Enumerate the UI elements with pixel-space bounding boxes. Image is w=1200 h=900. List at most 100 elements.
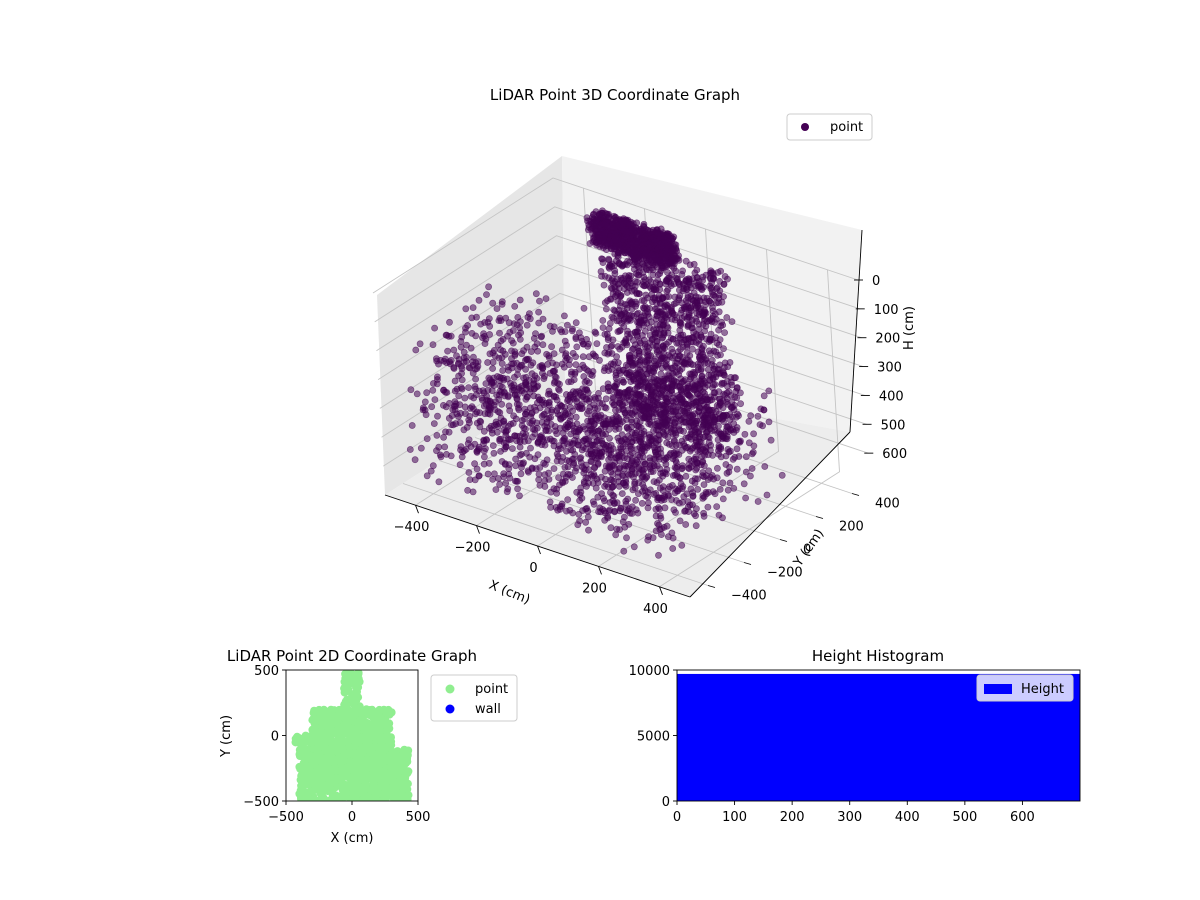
point-2d — [332, 791, 341, 800]
y-tick-label: −400 — [731, 589, 767, 604]
point-3d — [514, 485, 521, 493]
point-2d — [381, 778, 390, 787]
point-3d — [484, 470, 492, 478]
point-3d — [720, 280, 728, 288]
point-3d — [440, 433, 447, 441]
point-3d — [601, 467, 609, 475]
point-3d — [522, 395, 530, 403]
point-3d — [450, 365, 458, 372]
point-3d — [676, 474, 684, 482]
x-tick — [415, 505, 419, 514]
point-3d — [622, 482, 630, 490]
x-tick-label: 0 — [529, 561, 537, 576]
point-3d — [588, 441, 596, 449]
point-3d — [564, 496, 572, 503]
point-3d — [515, 406, 523, 414]
point-3d — [737, 400, 744, 408]
point-3d — [504, 393, 512, 401]
point-3d — [750, 430, 757, 438]
point-3d — [469, 304, 477, 311]
point-3d — [668, 442, 676, 449]
point-3d — [553, 361, 560, 369]
point-3d — [516, 296, 524, 304]
point-3d — [518, 350, 526, 358]
point-3d — [585, 379, 593, 387]
point-3d — [644, 536, 652, 544]
point-3d — [647, 421, 655, 429]
point-3d — [628, 305, 636, 313]
point-3d — [469, 369, 477, 377]
point-3d — [582, 518, 590, 526]
point-3d — [614, 328, 622, 335]
point-3d — [437, 453, 445, 461]
point-3d — [422, 411, 430, 419]
point-3d — [711, 318, 719, 326]
point-3d — [628, 346, 636, 353]
point-3d — [526, 315, 534, 323]
point-3d — [560, 363, 568, 371]
point-3d — [472, 410, 479, 418]
point-3d — [417, 444, 425, 452]
point-3d — [473, 465, 481, 473]
point-3d — [741, 430, 749, 438]
point-3d — [467, 344, 475, 352]
plot-3d: LiDAR Point 3D Coordinate Graph −400−200… — [372, 86, 917, 617]
point-3d — [503, 488, 511, 496]
point-3d — [720, 345, 727, 353]
point-3d — [489, 365, 496, 372]
point-3d — [704, 476, 712, 483]
point-3d — [555, 386, 563, 394]
point-3d — [557, 415, 565, 423]
point-3d — [623, 534, 630, 542]
point-3d — [578, 446, 586, 454]
point-3d — [554, 506, 562, 514]
point-3d — [740, 480, 748, 488]
point-3d — [716, 485, 724, 493]
point-3d — [584, 342, 592, 350]
point-3d — [475, 296, 483, 304]
x-tick-label: −400 — [394, 520, 430, 535]
point-3d — [747, 412, 755, 419]
point-3d — [612, 531, 620, 539]
point-3d — [516, 443, 524, 451]
point-3d — [535, 476, 543, 484]
chart-title-2d: LiDAR Point 2D Coordinate Graph — [227, 647, 477, 665]
grid-line-z — [381, 321, 867, 438]
point-3d — [736, 438, 744, 446]
point-3d — [572, 467, 579, 475]
point-3d — [435, 478, 443, 486]
point-3d — [704, 503, 712, 511]
x-tick — [659, 586, 663, 595]
point-3d — [634, 509, 642, 517]
point-3d — [759, 422, 766, 430]
point-3d — [535, 308, 542, 316]
point-3d — [733, 445, 741, 453]
point-3d — [449, 421, 457, 429]
point-3d — [682, 521, 690, 528]
ticks-3d: −400−20002004004002000−200−4000100200300… — [394, 274, 907, 617]
point-2d — [318, 796, 327, 801]
point-3d — [673, 339, 681, 347]
point-3d — [721, 371, 728, 379]
point-3d — [544, 390, 552, 398]
point-3d — [506, 474, 514, 482]
point-3d — [602, 404, 610, 412]
point-3d — [671, 489, 679, 497]
point-3d — [692, 466, 700, 474]
point-3d — [633, 290, 641, 298]
point-3d — [649, 271, 657, 279]
point-3d — [574, 521, 582, 529]
point-3d — [618, 262, 626, 270]
point-3d — [550, 465, 558, 472]
point-3d — [724, 486, 732, 494]
point-3d — [407, 386, 415, 394]
point-2d — [305, 795, 314, 801]
point-3d — [458, 376, 466, 384]
grid-line-z — [372, 177, 859, 294]
point-3d — [429, 386, 437, 394]
point-3d — [482, 380, 490, 387]
point-3d — [537, 333, 545, 341]
point-3d — [498, 300, 506, 308]
point-3d — [603, 246, 610, 253]
point-3d — [489, 475, 497, 483]
